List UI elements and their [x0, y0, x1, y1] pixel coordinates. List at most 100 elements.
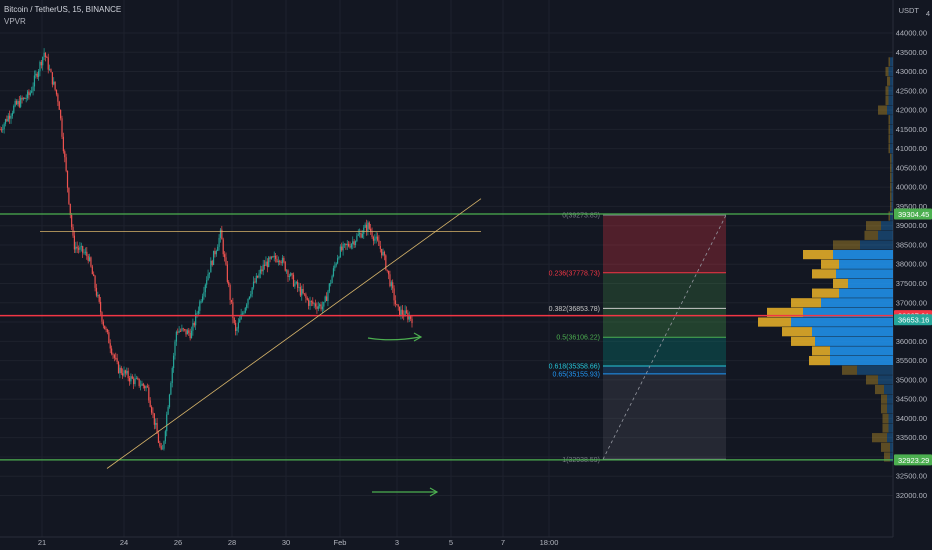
candle-body	[174, 341, 176, 356]
candle-body	[367, 222, 369, 232]
volume-bar-sell	[881, 404, 887, 414]
candle-body	[150, 406, 153, 413]
candle-body	[164, 431, 166, 442]
candle-body	[167, 407, 169, 415]
candle-body	[303, 293, 306, 295]
candle-body	[126, 370, 128, 374]
candle-body	[376, 236, 379, 241]
candle-body	[338, 256, 340, 259]
candle-body	[286, 270, 288, 272]
candle-body	[32, 86, 34, 91]
candle-body	[266, 261, 268, 268]
candle-body	[0, 129, 2, 131]
candle-body	[252, 281, 255, 288]
volume-bar-sell	[888, 211, 890, 221]
volume-bar-buy	[887, 394, 893, 404]
volume-bar-buy	[836, 269, 893, 279]
candle-body	[116, 358, 118, 362]
candle-body	[268, 257, 270, 268]
candle-body	[343, 243, 346, 245]
candle-body	[7, 115, 9, 122]
candle-body	[53, 81, 55, 85]
candle-body	[297, 281, 299, 288]
candle-body	[90, 257, 92, 267]
candle-body	[160, 446, 162, 450]
volume-bar-buy	[791, 317, 893, 327]
candle-body	[10, 115, 12, 119]
candle-body	[88, 257, 91, 261]
candle-body	[211, 260, 213, 265]
candle-body	[124, 370, 126, 374]
volume-bar-sell	[884, 452, 890, 462]
volume-bar-sell	[821, 259, 839, 269]
candle-body	[64, 151, 66, 158]
candle-body	[50, 69, 52, 73]
candle-body	[6, 119, 8, 122]
candle-body	[353, 241, 355, 246]
candle-body	[131, 376, 133, 379]
candle-body	[365, 224, 368, 232]
candle-body	[265, 261, 267, 266]
volume-bar-buy	[891, 153, 893, 163]
candle-body	[287, 270, 289, 277]
candle-body	[119, 367, 121, 374]
candle-body	[404, 310, 406, 317]
candle-body	[371, 231, 373, 237]
candle-body	[320, 304, 322, 310]
candle-body	[280, 261, 282, 264]
candle-body	[261, 269, 263, 272]
volume-bar-buy	[887, 433, 893, 443]
volume-bar-sell	[767, 307, 803, 318]
candle-body	[42, 56, 44, 66]
candle-body	[156, 422, 158, 434]
candle-body	[246, 304, 248, 308]
price-tick-label: 34500.00	[896, 395, 927, 404]
candle-body	[197, 310, 200, 314]
candle-body	[80, 246, 82, 248]
candle-body	[130, 376, 132, 382]
price-tick-label: 35500.00	[896, 356, 927, 365]
candle-body	[83, 252, 85, 254]
candle-body	[361, 233, 363, 238]
candle-body	[98, 294, 100, 302]
volume-bar-buy	[890, 76, 893, 86]
candle-body	[199, 301, 201, 311]
volume-bar-sell	[885, 95, 889, 106]
candle-body	[190, 330, 193, 339]
candle-body	[312, 301, 314, 304]
candle-body	[188, 330, 190, 333]
candle-body	[251, 287, 253, 295]
candle-body	[123, 370, 125, 376]
candle-body	[31, 90, 33, 93]
candle-body	[204, 284, 206, 293]
candle-body	[321, 306, 324, 310]
candle-body	[144, 385, 146, 389]
arrow-head	[429, 487, 439, 497]
candle-body	[385, 255, 387, 270]
candle-body	[86, 251, 88, 256]
candle-body	[313, 303, 315, 305]
candle-body	[179, 330, 182, 332]
volume-bar-buy	[890, 57, 893, 67]
candle-body	[215, 250, 217, 255]
candle-body	[273, 255, 275, 258]
candle-body	[62, 136, 64, 152]
candle-body	[316, 306, 318, 309]
fib-level-label: 0.236(37778.73)	[549, 270, 600, 277]
candle-body	[248, 296, 251, 299]
candle-body	[15, 101, 18, 105]
candle-body	[226, 264, 228, 282]
candle-body	[240, 314, 242, 320]
candle-body	[46, 57, 48, 58]
candle-body	[302, 288, 304, 294]
candle-body	[177, 331, 179, 333]
candle-body	[182, 328, 184, 330]
candle-body	[43, 52, 45, 57]
candle-body	[214, 250, 216, 255]
candle-body	[292, 274, 295, 287]
candle-body	[203, 292, 205, 297]
candle-body	[157, 433, 160, 443]
price-tick-label: 35000.00	[896, 375, 927, 384]
candle-body	[284, 261, 286, 271]
